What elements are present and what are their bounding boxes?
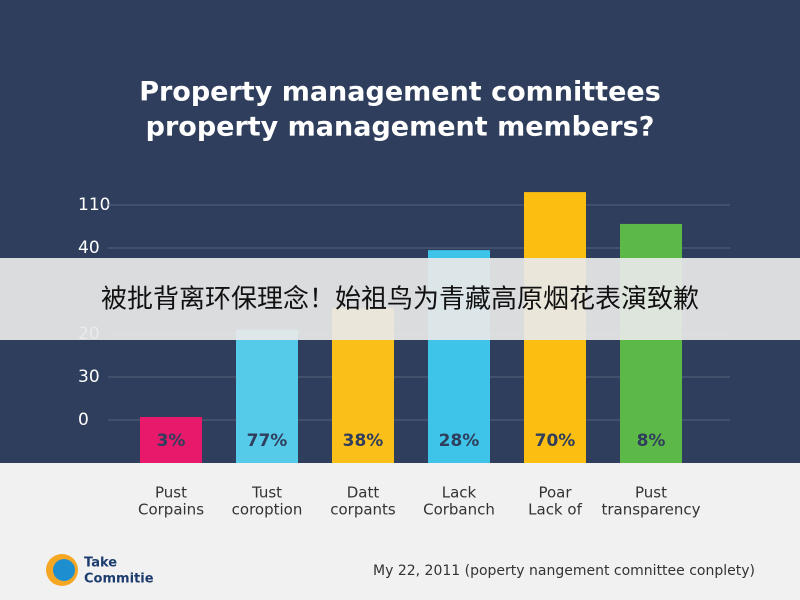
y-tick-label: 110 (78, 195, 110, 215)
x-tick-label: Tust (251, 484, 282, 502)
banner-text: 被批背离环保理念！始祖鸟为青藏高原烟花表演致歉 (101, 285, 699, 315)
bar-text: 8% (637, 431, 666, 451)
banner-background (0, 258, 800, 340)
bar-text: 77% (247, 431, 288, 451)
logo-icon (53, 559, 75, 581)
x-tick-label: Poar (538, 484, 572, 502)
x-tick-label: Pust (635, 484, 667, 502)
y-tick-label: 30 (78, 367, 100, 387)
x-tick-label: Datt (347, 484, 380, 502)
bar-text: 28% (439, 431, 480, 451)
y-tick-label: 40 (78, 238, 100, 258)
x-tick-label: corpants (330, 501, 396, 519)
chart-title: Property management comnittees (139, 77, 661, 108)
y-tick-label: 0 (78, 410, 89, 430)
x-tick-label: Lack (442, 484, 477, 502)
footer-text: My 22, 2011 (poperty nangement comnittee… (373, 563, 755, 579)
bar (236, 329, 298, 463)
x-tick-label: Pust (155, 484, 187, 502)
bar-text: 38% (343, 431, 384, 451)
x-tick-label: coroption (232, 501, 303, 519)
x-tick-label: Corbanch (423, 501, 495, 519)
logo-text: Take (84, 556, 117, 571)
bar-text: 70% (535, 431, 576, 451)
x-tick-label: Corpains (138, 501, 204, 519)
bar-text: 3% (157, 431, 186, 451)
logo-text: Commitie (84, 572, 154, 587)
footer-background (0, 463, 800, 600)
chart-title: property management members? (146, 112, 655, 143)
bar (140, 416, 202, 463)
x-tick-label: transparency (602, 501, 701, 519)
x-tick-label: Lack of (528, 501, 582, 519)
